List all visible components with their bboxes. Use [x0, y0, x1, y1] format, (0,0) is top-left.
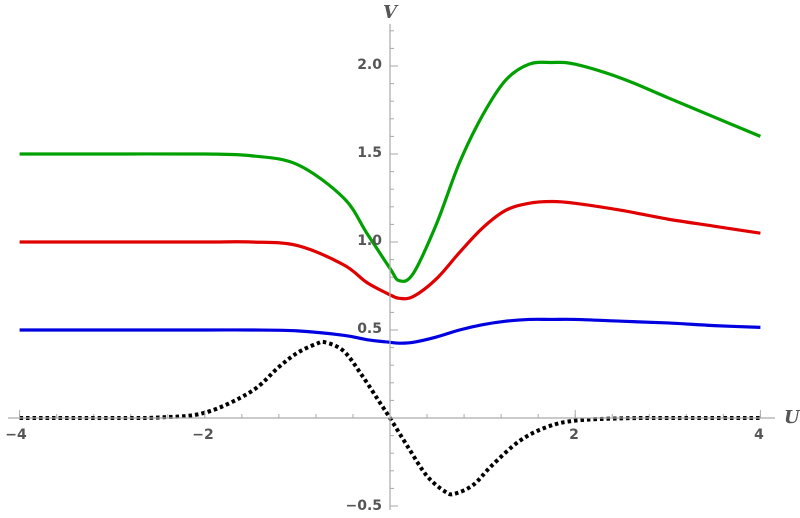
green-curve: [19, 60, 762, 283]
x-axis-label: U: [784, 407, 800, 428]
x-tick-label-2: 2: [569, 427, 579, 443]
x-tick-label-neg2: −2: [192, 427, 213, 443]
red-curve: [19, 199, 761, 301]
x-tick-label-neg4: −4: [5, 427, 27, 443]
y-tick-label-2-0: 2.0: [357, 57, 382, 73]
y-tick-label-1-0: 1.0: [357, 233, 382, 249]
x-major-ticks: [19, 410, 761, 418]
y-major-ticks: [390, 65, 398, 507]
x-tick-label-4: 4: [754, 427, 764, 443]
y-tick-label-neg0-5: −0.5: [345, 498, 382, 514]
y-axis-label: V: [383, 2, 399, 23]
blue-curve: [19, 317, 761, 345]
y-tick-label-1-5: 1.5: [357, 145, 382, 161]
y-tick-label-0-5: 0.5: [357, 321, 382, 337]
